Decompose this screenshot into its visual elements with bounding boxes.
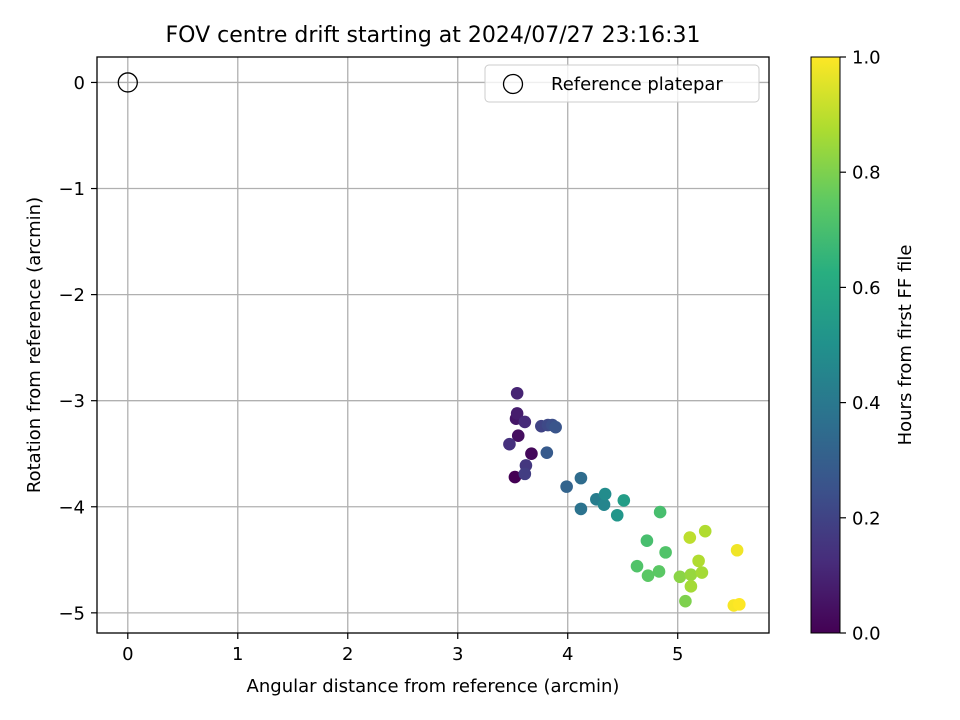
- x-tick-label: 4: [562, 644, 573, 665]
- data-point: [683, 531, 697, 544]
- y-tick-label: −2: [58, 285, 85, 306]
- y-axis-label: Rotation from reference (arcmin): [24, 197, 45, 493]
- y-tick-label: −4: [58, 497, 85, 518]
- legend-box: [484, 64, 760, 103]
- x-tick-label: 5: [672, 644, 683, 665]
- colorbar: [810, 56, 841, 634]
- data-point: [653, 505, 667, 519]
- data-point: [679, 594, 692, 608]
- x-tick-label: 0: [122, 644, 133, 665]
- colorbar-tick-label: 0.6: [852, 278, 881, 299]
- legend-marker-reference-icon: [502, 73, 524, 95]
- legend: Reference platepar: [484, 64, 760, 103]
- data-point: [692, 554, 705, 568]
- data-point: [503, 437, 516, 451]
- plot-frame: [96, 56, 770, 634]
- reference-point: [117, 72, 138, 93]
- data-point: [560, 480, 573, 493]
- legend-label-reference: Reference platepar: [551, 74, 723, 95]
- data-point: [510, 407, 524, 420]
- colorbar-tick-label: 0.0: [852, 624, 881, 645]
- data-point: [510, 386, 524, 400]
- data-point: [511, 429, 525, 442]
- x-axis-ticks: 0 1 2 3 4 5: [122, 633, 683, 665]
- data-point: [630, 559, 644, 573]
- data-point: [610, 508, 624, 522]
- colorbar-tick-label: 0.4: [852, 393, 881, 414]
- data-point: [508, 470, 522, 484]
- data-point: [659, 546, 672, 559]
- data-point: [673, 570, 687, 584]
- data-point: [684, 568, 698, 581]
- y-tick-label: −3: [58, 391, 85, 412]
- data-point: [733, 598, 746, 611]
- colorbar-tick-label: 0.8: [852, 163, 881, 184]
- colorbar-tick-label: 1.0: [852, 48, 881, 69]
- reference-marker: [117, 72, 138, 93]
- data-point: [652, 565, 666, 578]
- colorbar-label: Hours from first FF file: [895, 245, 916, 446]
- colorbar-tick-label: 0.2: [852, 508, 881, 529]
- data-point: [598, 487, 612, 501]
- data-point: [684, 580, 698, 593]
- data-point: [525, 447, 538, 461]
- data-point: [549, 420, 562, 434]
- data-point: [574, 502, 588, 516]
- x-tick-label: 3: [452, 644, 463, 665]
- data-point: [617, 494, 631, 507]
- y-tick-label: −1: [58, 179, 85, 200]
- x-axis-label: Angular distance from reference (arcmin): [247, 676, 620, 697]
- y-tick-label: −5: [58, 603, 85, 624]
- x-tick-label: 1: [232, 644, 243, 665]
- grid-lines: [97, 57, 769, 633]
- data-point: [518, 467, 532, 481]
- data-point: [597, 498, 611, 511]
- data-point: [640, 534, 654, 548]
- colorbar-ticks: 0.0 0.2 0.4 0.6 0.8 1.0: [840, 48, 881, 645]
- data-point: [730, 543, 744, 557]
- chart-title: FOV centre drift starting at 2024/07/27 …: [166, 23, 701, 48]
- y-tick-label: 0: [74, 73, 85, 94]
- data-point: [695, 566, 709, 579]
- data-point: [540, 446, 554, 459]
- data-point: [574, 471, 588, 485]
- x-tick-label: 2: [342, 644, 353, 665]
- data-point: [698, 524, 712, 538]
- data-point: [518, 415, 532, 429]
- data-points: [503, 386, 746, 612]
- data-point: [641, 569, 655, 583]
- y-axis-ticks: 0 −1 −2 −3 −4 −5: [58, 73, 97, 624]
